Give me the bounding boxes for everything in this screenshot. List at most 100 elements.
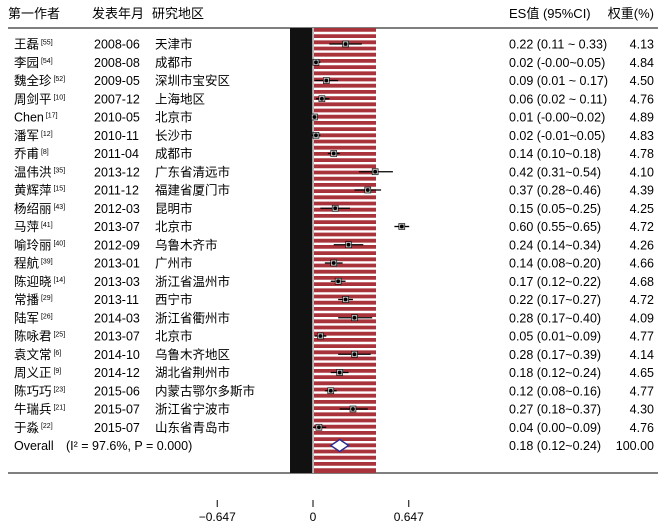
- study-es-ci: 0.27 (0.18~0.37): [509, 403, 601, 417]
- study-weight: 4.10: [630, 165, 654, 179]
- study-weight: 4.09: [630, 311, 654, 325]
- study-region: 长沙市: [155, 128, 193, 143]
- study-weight: 4.65: [630, 366, 654, 380]
- study-author: 杨绍丽 [43]: [14, 201, 65, 216]
- study-es-ci: 0.15 (0.05~0.25): [509, 202, 601, 216]
- study-ref: [41]: [39, 222, 53, 229]
- study-es-ci: 0.24 (0.14~0.34): [509, 238, 601, 252]
- study-region: 成都市: [155, 55, 193, 70]
- study-author: 王磊 [55]: [14, 38, 53, 52]
- study-point: [352, 352, 357, 357]
- study-es-ci: 0.02 (-0.01~0.05): [509, 129, 605, 143]
- study-date: 2013-12: [94, 165, 140, 179]
- study-ref: [23]: [52, 386, 66, 393]
- study-region: 成都市: [155, 146, 193, 161]
- study-point: [324, 78, 329, 83]
- study-date: 2010-05: [94, 111, 140, 125]
- study-date: 2013-03: [94, 275, 140, 289]
- study-weight: 4.25: [630, 202, 654, 216]
- study-region: 浙江省温州市: [155, 274, 230, 289]
- study-date: 2008-06: [94, 38, 140, 52]
- study-ref: [21]: [52, 405, 66, 412]
- study-region: 浙江省衢州市: [155, 310, 230, 325]
- study-weight: 4.14: [630, 348, 654, 362]
- study-es-ci: 0.28 (0.17~0.40): [509, 311, 601, 325]
- study-author: 于淼 [22]: [14, 420, 53, 435]
- study-weight: 4.26: [630, 238, 654, 252]
- study-author: 陈咏君 [25]: [14, 329, 65, 344]
- study-es-ci: 0.60 (0.55~0.65): [509, 220, 601, 234]
- study-es-ci: 0.14 (0.08~0.20): [509, 257, 601, 271]
- study-weight: 4.76: [630, 421, 654, 435]
- study-ref: [43]: [52, 204, 66, 211]
- header-es: ES值 (95%CI): [509, 6, 591, 21]
- study-author: 陈迎晓 [14]: [14, 274, 65, 289]
- study-ref: [14]: [52, 277, 66, 284]
- study-author: 马萍 [41]: [14, 220, 53, 234]
- study-author: 陆军 [26]: [14, 310, 53, 325]
- study-date: 2009-05: [94, 74, 140, 88]
- study-date: 2008-08: [94, 56, 140, 70]
- x-tick-label: −0.647: [199, 510, 236, 524]
- study-region: 内蒙古鄂尔多斯市: [155, 383, 255, 398]
- study-point: [317, 425, 321, 430]
- study-es-ci: 0.28 (0.17~0.39): [509, 348, 601, 362]
- study-point: [331, 261, 336, 265]
- study-point: [352, 315, 357, 320]
- study-region: 乌鲁木齐市: [155, 237, 218, 252]
- study-date: 2014-10: [94, 348, 140, 362]
- study-date: 2012-03: [94, 202, 140, 216]
- study-weight: 4.72: [630, 220, 654, 234]
- study-author: 常播 [29]: [14, 293, 53, 307]
- study-date: 2015-07: [94, 403, 140, 417]
- study-author: 陈巧巧 [23]: [14, 383, 65, 398]
- study-es-ci: 0.14 (0.10~0.18): [509, 147, 601, 161]
- study-author: Chen [17]: [14, 111, 58, 125]
- study-es-ci: 0.05 (0.01~0.09): [509, 330, 601, 344]
- study-weight: 4.39: [630, 184, 654, 198]
- study-author: 牛瑞兵 [21]: [14, 402, 65, 417]
- study-date: 2013-01: [94, 257, 140, 271]
- x-tick-label: 0: [310, 510, 317, 524]
- overall-es-ci: 0.18 (0.12~0.24): [509, 439, 601, 453]
- study-region: 北京市: [155, 219, 193, 234]
- study-ref: [26]: [39, 313, 53, 320]
- study-point: [312, 115, 317, 119]
- study-es-ci: 0.02 (-0.00~0.05): [509, 56, 605, 70]
- study-weight: 4.30: [630, 403, 654, 417]
- study-author: 黄辉萍 [15]: [14, 184, 65, 198]
- study-region: 山东省青岛市: [155, 420, 230, 435]
- study-point: [328, 388, 333, 393]
- study-weight: 4.50: [630, 74, 654, 88]
- study-es-ci: 0.12 (0.08~0.16): [509, 384, 601, 398]
- study-region: 昆明市: [155, 201, 193, 216]
- study-ref: [17]: [44, 113, 58, 120]
- study-ref: [55]: [39, 40, 53, 47]
- study-author: 乔甫 [8]: [14, 147, 49, 161]
- study-date: 2013-11: [94, 293, 139, 307]
- study-weight: 4.72: [630, 293, 654, 307]
- study-date: 2015-06: [94, 384, 140, 398]
- study-weight: 4.77: [630, 384, 654, 398]
- study-es-ci: 0.37 (0.28~0.46): [509, 184, 601, 198]
- overall-heterogeneity: (I² = 97.6%, P = 0.000): [66, 439, 192, 453]
- no-effect-band: [290, 28, 313, 473]
- study-region: 天津市: [155, 37, 193, 52]
- study-region: 西宁市: [155, 292, 193, 307]
- study-weight: 4.89: [630, 111, 654, 125]
- study-weight: 4.76: [630, 92, 654, 106]
- study-point: [318, 334, 323, 338]
- study-region: 浙江省宁波市: [155, 402, 230, 417]
- study-point: [314, 133, 318, 138]
- study-region: 北京市: [155, 110, 193, 125]
- study-weight: 4.78: [630, 147, 654, 161]
- study-ref: [12]: [39, 131, 53, 138]
- study-author: 袁文常 [6]: [14, 347, 61, 362]
- study-date: 2010-11: [94, 129, 139, 143]
- overall-diamond: [329, 438, 350, 453]
- study-date: 2014-12: [94, 366, 140, 380]
- study-ref: [9]: [52, 368, 62, 375]
- study-date: 2013-07: [94, 220, 140, 234]
- study-point: [336, 279, 341, 284]
